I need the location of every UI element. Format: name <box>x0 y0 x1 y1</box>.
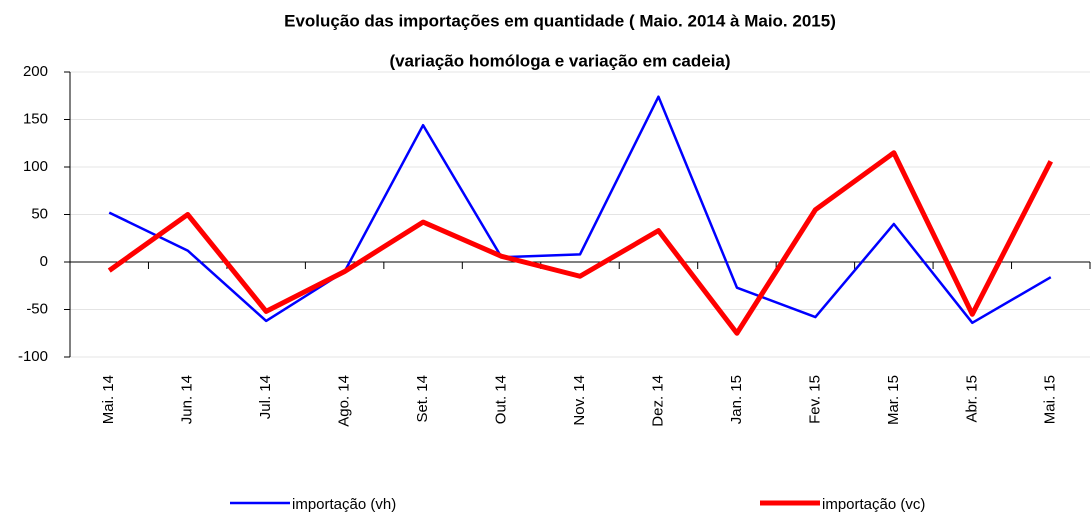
legend-label: importação (vc) <box>822 496 925 513</box>
x-tick-label: Mar. 15 <box>885 375 902 425</box>
x-tick-label: Jan. 15 <box>728 375 745 424</box>
x-tick-label: Out. 14 <box>493 375 510 424</box>
x-tick-label: Set. 14 <box>414 375 431 423</box>
legend-label: importação (vh) <box>292 496 396 513</box>
y-tick-label: -100 <box>18 348 48 365</box>
x-tick-label: Jun. 14 <box>179 375 196 424</box>
x-tick-label: Fev. 15 <box>806 375 823 424</box>
y-tick-label: 200 <box>23 63 48 80</box>
chart-title: Evolução das importações em quantidade (… <box>284 11 836 30</box>
x-tick-label: Mai. 14 <box>100 375 117 424</box>
x-tick-label: Jul. 14 <box>257 375 274 419</box>
x-tick-label: Ago. 14 <box>336 375 353 427</box>
y-tick-label: -50 <box>26 300 48 317</box>
y-tick-label: 50 <box>31 205 48 222</box>
series-line <box>107 150 1053 336</box>
series-line <box>108 95 1052 325</box>
y-tick-label: 150 <box>23 110 48 127</box>
y-tick-label: 0 <box>40 253 48 270</box>
x-tick-label: Dez. 14 <box>649 375 666 427</box>
x-tick-label: Mai. 15 <box>1042 375 1059 424</box>
x-tick-label: Nov. 14 <box>571 375 588 426</box>
y-tick-label: 100 <box>23 158 48 175</box>
chart-subtitle: (variação homóloga e variação em cadeia) <box>389 51 730 70</box>
x-tick-label: Abr. 15 <box>963 375 980 423</box>
